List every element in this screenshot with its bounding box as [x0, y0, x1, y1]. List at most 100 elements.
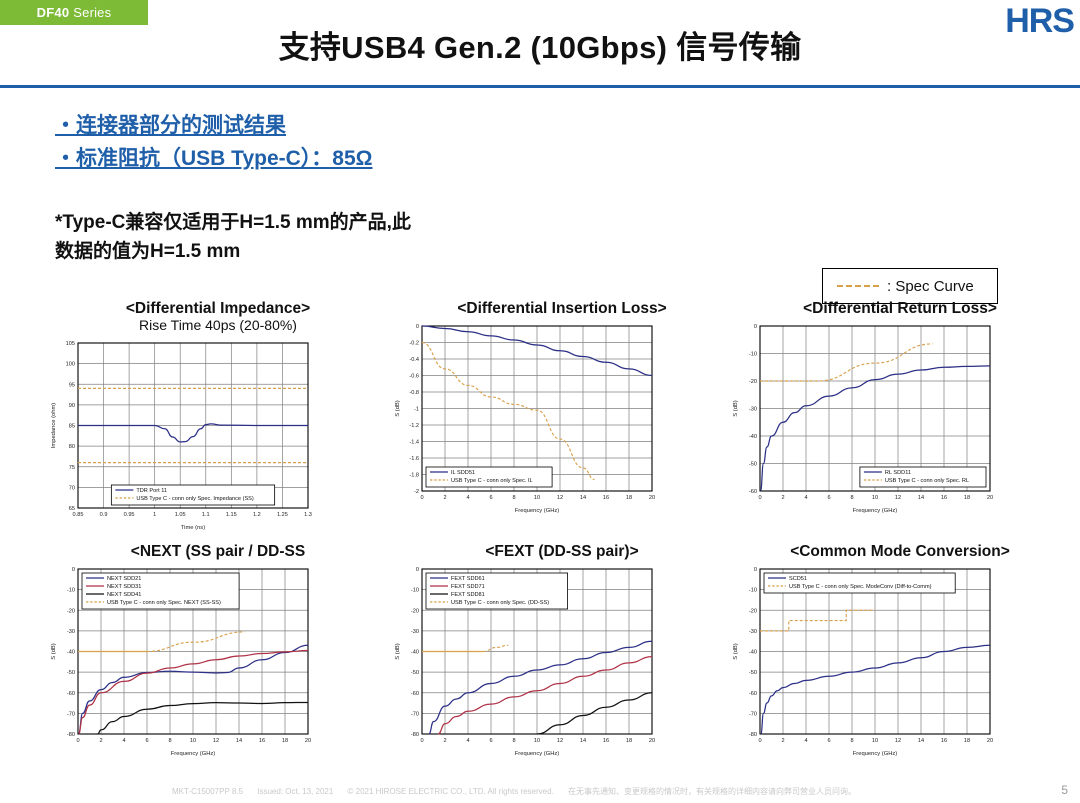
chart-plot: 0 2 4 6 8 10 12 14 16 18 20 -2 -1.8 -1.6 -1.4 -1.2 -1 -0.… [392, 319, 732, 515]
series-badge: DF40 Series [0, 0, 148, 25]
svg-text:-0.8: -0.8 [409, 390, 419, 396]
header-divider [0, 85, 1080, 88]
svg-text:8: 8 [512, 495, 515, 501]
series-badge-bold: DF40 [36, 5, 70, 20]
footer-copyright: © 2021 HIROSE ELECTRIC CO., LTD. All rig… [347, 787, 554, 796]
svg-text:20: 20 [987, 495, 993, 501]
svg-text:-10: -10 [749, 352, 757, 358]
svg-text:Frequency (GHz): Frequency (GHz) [171, 751, 216, 757]
svg-text:4: 4 [466, 738, 469, 744]
svg-text:-20: -20 [67, 608, 75, 614]
svg-text:8: 8 [850, 738, 853, 744]
hrs-logo: HRS [1005, 2, 1075, 40]
svg-text:18: 18 [626, 738, 632, 744]
svg-text:16: 16 [941, 738, 947, 744]
chart-title: <Differential Impedance> [125, 300, 311, 317]
svg-text:4: 4 [804, 738, 807, 744]
svg-text:-30: -30 [749, 407, 757, 413]
chart-plot: 0 2 4 6 8 10 12 14 16 18 20 -60 -50 -40 -30 -20 -10 0 Freq… [730, 319, 1070, 515]
svg-text:0: 0 [754, 567, 757, 573]
svg-text:-10: -10 [749, 588, 757, 594]
svg-text:S (dB): S (dB) [395, 643, 401, 659]
svg-text:-40: -40 [749, 650, 757, 656]
chart-differential-insertion-loss: <Differential Insertion Loss> 0 2 4 6 8 10 12 1… [392, 300, 732, 543]
svg-text:0: 0 [420, 738, 423, 744]
svg-text:1: 1 [153, 512, 156, 518]
chart-next-ss-pair: <NEXT (SS pair / DD-SS 0 2 4 6 8 10 12 14 16 18 20… [48, 543, 388, 786]
svg-text:-1: -1 [414, 407, 419, 413]
svg-text:8: 8 [512, 738, 515, 744]
svg-text:-50: -50 [749, 670, 757, 676]
svg-text:USB Type C - conn only Spec. N: USB Type C - conn only Spec. NEXT (SS-SS… [107, 600, 221, 606]
svg-text:4: 4 [466, 495, 469, 501]
svg-text:-0.2: -0.2 [409, 341, 419, 347]
svg-text:2: 2 [99, 738, 102, 744]
chart-plot: 0 2 4 6 8 10 12 14 16 18 20 -80 -70 -60 -50 -40 -30 -20 -1… [392, 562, 732, 758]
svg-text:14: 14 [918, 738, 924, 744]
svg-text:0: 0 [420, 495, 423, 501]
charts-row-bottom: <NEXT (SS pair / DD-SS 0 2 4 6 8 10 12 14 16 18 20… [0, 543, 1080, 786]
bullet-item-2: ・标准阻抗（USB Type-C）：85Ω [55, 146, 373, 170]
chart-plot: 0 2 4 6 8 10 12 14 16 18 20 -80 -70 -60 -50 -40 -30 -20 -1… [48, 562, 388, 758]
svg-text:-50: -50 [749, 462, 757, 468]
svg-text:-60: -60 [749, 691, 757, 697]
svg-text:20: 20 [987, 738, 993, 744]
page-number: 5 [1061, 783, 1068, 797]
svg-text:Frequency (GHz): Frequency (GHz) [853, 508, 898, 514]
svg-text:-40: -40 [411, 650, 419, 656]
svg-text:16: 16 [259, 738, 265, 744]
svg-text:Frequency (GHz): Frequency (GHz) [853, 751, 898, 757]
svg-text:USB Type C - conn only Spec. I: USB Type C - conn only Spec. IL [451, 478, 533, 484]
svg-text:10: 10 [190, 738, 196, 744]
svg-text:SCD51: SCD51 [789, 576, 807, 582]
svg-text:USB Type C - conn only Spec. (: USB Type C - conn only Spec. (DD-SS) [451, 600, 549, 606]
svg-text:-60: -60 [411, 691, 419, 697]
svg-text:16: 16 [603, 738, 609, 744]
svg-text:0: 0 [72, 567, 75, 573]
charts-grid: <Differential Impedance> Rise Time 40ps … [0, 300, 1080, 786]
svg-text:FEXT SDD71: FEXT SDD71 [451, 584, 485, 590]
bullet-list: ・连接器部分的测试结果 ・标准阻抗（USB Type-C）：85Ω [55, 110, 372, 175]
svg-text:14: 14 [580, 495, 586, 501]
svg-text:USB Type C - conn only Spec. I: USB Type C - conn only Spec. Impedance (… [136, 496, 254, 502]
svg-text:Frequency (GHz): Frequency (GHz) [515, 751, 560, 757]
svg-text:1.05: 1.05 [175, 512, 186, 518]
svg-text:S (dB): S (dB) [733, 643, 739, 659]
svg-text:105: 105 [66, 341, 75, 347]
svg-text:1.3: 1.3 [304, 512, 312, 518]
svg-text:65: 65 [69, 506, 75, 512]
svg-text:S (dB): S (dB) [733, 400, 739, 416]
svg-text:NEXT SDD31: NEXT SDD31 [107, 584, 141, 590]
chart-title: <Differential Insertion Loss> [457, 300, 667, 317]
svg-text:10: 10 [872, 495, 878, 501]
svg-text:4: 4 [804, 495, 807, 501]
svg-text:95: 95 [69, 382, 75, 388]
svg-text:-30: -30 [749, 629, 757, 635]
svg-text:-40: -40 [67, 650, 75, 656]
svg-text:-70: -70 [749, 711, 757, 717]
svg-text:0: 0 [416, 567, 419, 573]
svg-text:TDR Port 11: TDR Port 11 [136, 488, 167, 494]
svg-text:100: 100 [66, 361, 75, 367]
svg-text:0.85: 0.85 [73, 512, 84, 518]
svg-text:2: 2 [443, 495, 446, 501]
svg-text:0.95: 0.95 [124, 512, 135, 518]
chart-differential-impedance: <Differential Impedance> Rise Time 40ps … [48, 300, 388, 543]
charts-row-top: <Differential Impedance> Rise Time 40ps … [0, 300, 1080, 543]
svg-text:-0.4: -0.4 [409, 357, 419, 363]
svg-text:-80: -80 [749, 732, 757, 738]
svg-text:0: 0 [754, 324, 757, 330]
svg-text:-50: -50 [67, 670, 75, 676]
svg-text:12: 12 [895, 495, 901, 501]
svg-text:18: 18 [282, 738, 288, 744]
footer-notice: 在无事先通知、变更规格的情况时，有关规格的详细内容请向弊司营业人员问询。 [568, 787, 857, 796]
svg-text:0: 0 [758, 495, 761, 501]
svg-text:NEXT SDD41: NEXT SDD41 [107, 592, 141, 598]
svg-text:12: 12 [895, 738, 901, 744]
svg-text:-80: -80 [67, 732, 75, 738]
svg-text:S (dB): S (dB) [395, 400, 401, 416]
svg-text:14: 14 [918, 495, 924, 501]
svg-text:75: 75 [69, 465, 75, 471]
chart-title: <NEXT (SS pair / DD-SS [130, 543, 306, 560]
